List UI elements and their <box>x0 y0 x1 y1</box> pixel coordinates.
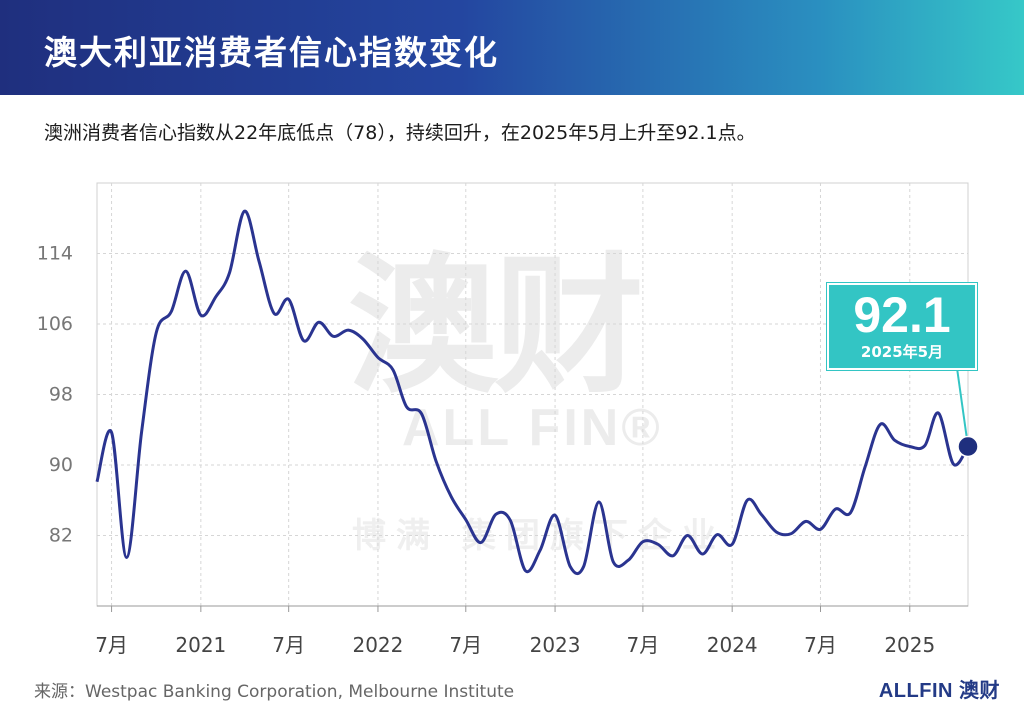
source-note: 来源：Westpac Banking Corporation, Melbourn… <box>34 682 515 702</box>
x-tick-label: 7月 <box>272 633 305 657</box>
brand-logo: ALLFIN 澳财 <box>878 680 1000 702</box>
x-tick-label: 7月 <box>804 633 837 657</box>
watermark-logo-en: ALL FIN® <box>402 399 663 457</box>
y-tick-label: 106 <box>37 313 73 335</box>
header-banner: 澳大利亚消费者信心指数变化 <box>0 0 1024 95</box>
y-tick-label: 98 <box>49 384 73 406</box>
page-title: 澳大利亚消费者信心指数变化 <box>44 33 499 72</box>
callout-leader <box>956 367 969 447</box>
y-tick-label: 114 <box>37 243 73 265</box>
series-line <box>95 209 970 576</box>
x-tick-label: 2025 <box>884 633 935 657</box>
x-tick-label: 2021 <box>175 633 226 657</box>
x-tick-label: 7月 <box>627 633 660 657</box>
x-tick-label: 7月 <box>95 633 128 657</box>
chart-subtitle: 澳洲消费者信心指数从22年底低点（78），持续回升，在2025年5月上升至92.… <box>44 122 756 144</box>
callout-value: 92.1 <box>853 287 951 343</box>
x-tick-label: 7月 <box>449 633 482 657</box>
callout-date: 2025年5月 <box>860 343 944 361</box>
value-callout: 92.1 2025年5月 <box>827 283 977 370</box>
last-point-marker <box>957 435 979 458</box>
y-tick-label: 82 <box>49 525 73 547</box>
x-tick-label: 2023 <box>530 633 581 657</box>
y-tick-label: 90 <box>49 454 73 476</box>
x-tick-label: 2022 <box>352 633 403 657</box>
x-tick-label: 2024 <box>707 633 758 657</box>
